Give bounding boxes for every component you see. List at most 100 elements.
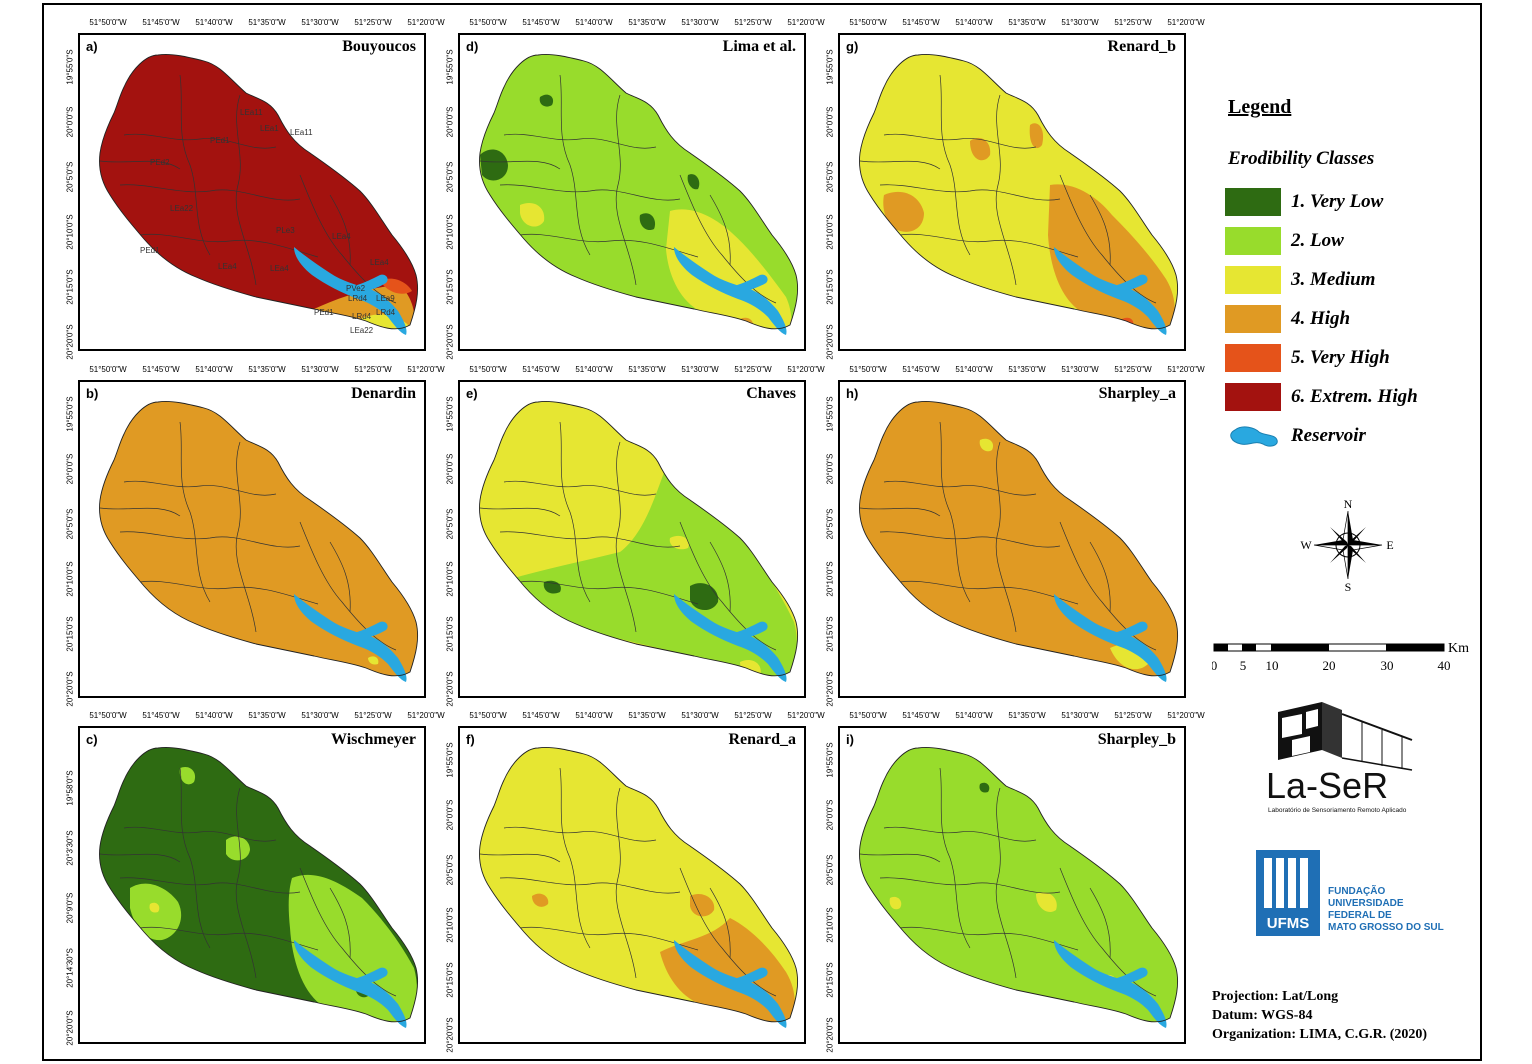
soil-unit-label: LEa4 — [218, 262, 237, 271]
basin-area — [99, 54, 418, 329]
latitude-tick: 20°0'0"S — [825, 106, 835, 138]
longitude-tick: 51°30'0"W — [301, 365, 339, 374]
panel-title: Chaves — [746, 385, 796, 402]
subbasin-boundary — [883, 133, 1037, 149]
subbasin-boundary — [503, 133, 657, 149]
longitude-tick: 51°25'0"W — [1114, 18, 1152, 27]
legend-swatch — [1225, 383, 1281, 411]
subbasin-boundary — [879, 531, 1061, 548]
longitude-tick: 51°25'0"W — [354, 18, 392, 27]
erodibility-zone — [883, 191, 924, 232]
subbasin-boundary — [519, 580, 699, 605]
panel-title: Renard_a — [728, 731, 796, 748]
reservoir-shape — [674, 247, 787, 335]
soil-unit-label: LRd4 — [352, 312, 372, 321]
longitude-tick: 51°50'0"W — [89, 18, 127, 27]
subbasin-boundary — [559, 421, 591, 603]
latitude-tick: 20°5'0"S — [65, 508, 75, 540]
panel-letter: b) — [86, 386, 99, 401]
latitude-tick: 20°10'0"S — [65, 214, 75, 250]
basin-area — [99, 401, 418, 676]
soil-unit-label: LEa11 — [290, 128, 313, 137]
subbasin-boundary — [329, 541, 351, 613]
reservoir-shape — [1054, 247, 1167, 335]
subbasin-boundary — [139, 580, 319, 605]
subbasin-boundary — [479, 160, 561, 170]
longitude-tick: 51°50'0"W — [849, 365, 887, 374]
subbasin-boundary — [1059, 174, 1157, 304]
longitude-tick: 51°25'0"W — [1114, 365, 1152, 374]
longitude-tick: 51°40'0"W — [195, 711, 233, 720]
longitude-ticks: 51°50'0"W 51°45'0"W 51°40'0"W 51°35'0"W 51°3… — [78, 365, 444, 379]
longitude-tick: 51°20'0"W — [1167, 365, 1205, 374]
map-panel: f) Renard_a — [458, 726, 806, 1044]
subbasin-boundary — [995, 94, 1017, 286]
map-panel: LEa11 LEa11 PEd1 LEa1 PEd2 LEa22 PLe3 LEa4 LEa4 P… — [78, 33, 426, 351]
subbasin-boundary — [123, 826, 277, 842]
subbasin-boundary — [1059, 521, 1157, 651]
soil-unit-label: LEa22 — [350, 326, 374, 335]
subbasin-boundary — [899, 233, 1079, 258]
subbasin-boundary — [503, 480, 657, 496]
soil-unit-label: PEd1 — [314, 308, 334, 317]
legend-label: 1. Very Low — [1291, 191, 1384, 212]
subbasin-boundary — [939, 421, 971, 603]
latitude-tick: 20°5'0"S — [825, 161, 835, 193]
map-canvas — [99, 401, 419, 682]
latitude-tick: 19°55'0"S — [445, 49, 455, 85]
legend-swatch — [1225, 188, 1281, 216]
longitude-tick: 51°45'0"W — [142, 365, 180, 374]
latitude-tick: 20°15'0"S — [825, 962, 835, 998]
erodibility-zone — [380, 278, 412, 294]
longitude-ticks: 51°50'0"W 51°45'0"W 51°40'0"W 51°35'0"W 51°3… — [78, 711, 444, 725]
subbasin-boundary — [859, 507, 941, 517]
panel-title: Bouyoucos — [342, 38, 416, 55]
longitude-tick: 51°30'0"W — [301, 711, 339, 720]
panel-letter: d) — [466, 39, 479, 54]
compass-w: W — [1300, 538, 1312, 552]
longitude-tick: 51°35'0"W — [1008, 18, 1046, 27]
longitude-tick: 51°50'0"W — [89, 365, 127, 374]
longitude-tick: 51°45'0"W — [902, 18, 940, 27]
longitude-tick: 51°45'0"W — [522, 711, 560, 720]
longitude-tick: 51°25'0"W — [734, 365, 772, 374]
longitude-tick: 51°50'0"W — [849, 18, 887, 27]
subbasin-boundary — [479, 507, 561, 517]
basin-outline — [479, 54, 799, 330]
legend-label: 4. High — [1291, 308, 1351, 329]
map-canvas — [99, 747, 419, 1028]
longitude-tick: 51°35'0"W — [628, 365, 666, 374]
compass-rose-icon: N S W E — [1300, 500, 1393, 594]
panel-letter: g) — [846, 39, 859, 54]
latitude-tick: 20°10'0"S — [445, 214, 455, 250]
panel-title: Wischmeyer — [330, 731, 416, 748]
longitude-tick: 51°40'0"W — [575, 365, 613, 374]
subbasin-boundary — [1089, 541, 1111, 613]
erodibility-zone — [1036, 892, 1057, 913]
soil-unit-label: PVe2 — [346, 284, 366, 293]
ufms-line: MATO GROSSO DO SUL — [1328, 922, 1444, 933]
subbasin-boundary — [139, 926, 319, 951]
latitude-tick: 20°0'0"S — [65, 106, 75, 138]
latitude-tick: 20°10'0"S — [65, 561, 75, 597]
subbasin-boundary — [99, 160, 181, 170]
subbasin-boundary — [559, 74, 591, 256]
legend-item-reservoir: Reservoir — [1225, 421, 1366, 451]
latitude-tick: 19°55'0"S — [825, 49, 835, 85]
legend-label: 6. Extrem. High — [1291, 386, 1418, 407]
longitude-tick: 51°45'0"W — [142, 711, 180, 720]
laser-logo: La-SeR Laboratório de Sensoriamento Remo… — [1266, 702, 1413, 814]
longitude-tick: 51°45'0"W — [902, 711, 940, 720]
latitude-ticks: 19°55'0"S 20°0'0"S 20°5'0"S 20°10'0"S 20°15'… — [64, 380, 76, 706]
longitude-tick: 51°25'0"W — [354, 711, 392, 720]
soil-unit-label: LRd4 — [348, 294, 368, 303]
soil-unit-label: PEd2 — [150, 158, 170, 167]
reservoir-shape — [674, 940, 787, 1028]
map-canvas — [859, 747, 1179, 1028]
longitude-tick: 51°40'0"W — [575, 711, 613, 720]
subbasin-boundary — [709, 194, 731, 266]
longitude-tick: 51°35'0"W — [248, 365, 286, 374]
legend-swatch — [1225, 344, 1281, 372]
longitude-tick: 51°45'0"W — [522, 365, 560, 374]
latitude-tick: 20°0'0"S — [445, 453, 455, 485]
